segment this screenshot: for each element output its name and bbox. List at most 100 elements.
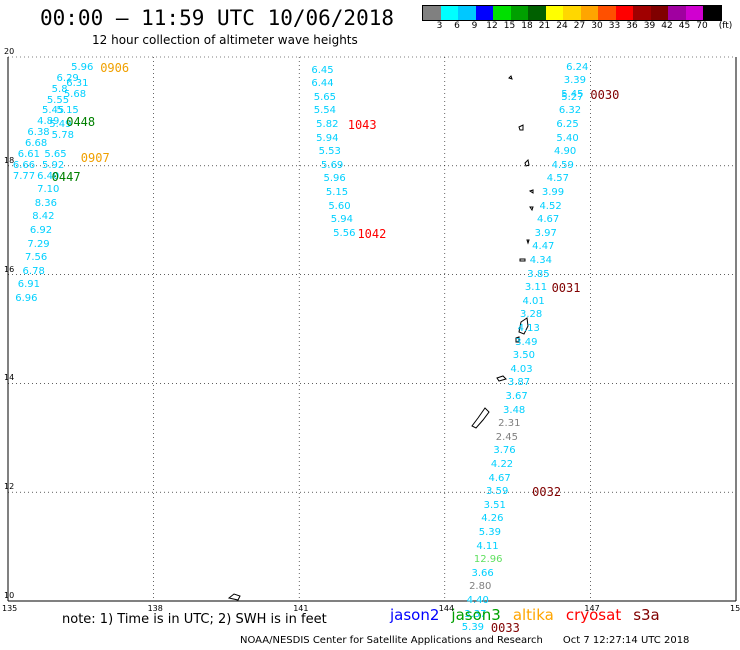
wave-height-value: 5.15 [325, 187, 349, 198]
legend-cryosat: cryosat [565, 606, 622, 624]
wave-height-value: 4.67 [537, 214, 560, 226]
scale-label: 6 [454, 21, 460, 31]
wave-height-value: 3.85 [527, 268, 550, 280]
lon-tick-label: 141 [293, 604, 309, 613]
wave-height-value: 8.42 [32, 211, 55, 223]
pass-time-label: 1042 [357, 226, 387, 241]
saipan-outline [518, 317, 529, 335]
legend-s3a: s3a [633, 606, 660, 624]
map-frame [7, 57, 737, 602]
guam-outline [471, 407, 490, 429]
wave-height-value: 5.68 [63, 89, 87, 101]
wave-height-value: 3.87 [507, 377, 531, 389]
wave-height-value: 4.89 [37, 116, 60, 128]
lon-tick-label: 147 [584, 604, 600, 613]
scale-swatch [633, 6, 651, 20]
credit-timestamp: Oct 7 12:27:14 UTC 2018 [562, 635, 690, 646]
scale-swatch [423, 6, 441, 20]
scale-swatch [493, 6, 511, 20]
scale-swatch [458, 6, 476, 20]
wave-height-value: 3.50 [512, 350, 535, 362]
scale-label: 45 [678, 21, 691, 31]
wave-height-value: 5.69 [321, 159, 344, 171]
wave-height-value: 4.22 [490, 459, 514, 470]
wave-height-value: 4.11 [476, 540, 499, 552]
wave-height-value: 5.78 [51, 129, 74, 141]
wave-height-value: 6.25 [556, 119, 579, 130]
wave-height-value: 7.10 [37, 184, 60, 196]
wave-height-value: 5.49 [49, 119, 72, 130]
wave-height-value: 3.59 [486, 486, 509, 498]
pass-time-label: 0447 [51, 169, 81, 184]
wave-height-value: 4.57 [546, 173, 569, 185]
wave-height-value: 5.96 [323, 173, 346, 185]
credit-org: NOAA/NESDIS Center for Satellite Applica… [240, 635, 543, 646]
wave-height-value: 6.61 [17, 148, 40, 160]
wave-height-value: 3.51 [483, 499, 506, 511]
wave-height-value: 5.45 [561, 89, 584, 101]
credit-line: NOAA/NESDIS Center for Satellite Applica… [240, 635, 689, 646]
wave-height-value: 2.45 [495, 431, 519, 443]
lon-tick-label: 144 [438, 604, 455, 613]
wave-height-value: 5.54 [313, 105, 337, 117]
lat-tick-label: 18 [4, 155, 15, 165]
scale-label: 70 [696, 21, 708, 31]
scale-swatch [563, 6, 581, 20]
lon-tick-label: 150 [730, 604, 740, 613]
scale-swatch [528, 6, 546, 20]
wave-height-value: 4.01 [522, 295, 545, 307]
scale-label: 12 [486, 21, 498, 31]
scale-swatch [598, 6, 616, 20]
wave-height-value: 3.76 [493, 445, 516, 457]
scale-label: 42 [661, 21, 673, 31]
small-island-3 [529, 206, 534, 212]
scale-label: 39 [643, 21, 656, 31]
wave-height-value: 3.37 [464, 608, 487, 620]
wave-height-value: 4.52 [539, 200, 562, 212]
wave-height-value: 3.49 [515, 336, 538, 348]
legend-jason3: jason3 [451, 606, 501, 624]
scale-swatch [510, 6, 528, 20]
wave-height-color-scale [422, 5, 722, 21]
wave-height-value: 2.31 [498, 418, 521, 430]
scale-swatch [685, 6, 703, 20]
wave-height-value: 3.66 [471, 567, 494, 579]
pass-time-label: 0033 [490, 621, 520, 636]
wave-height-value: 5.65 [44, 148, 67, 160]
wave-height-value: 3.67 [505, 391, 528, 402]
wave-height-value: 5.92 [41, 159, 65, 171]
small-island-4 [526, 239, 530, 245]
satellite-legend: jason2 jason3 altika cryosat s3a [390, 606, 672, 624]
pagan-outline [524, 158, 530, 167]
wave-height-value: 4.59 [551, 159, 574, 171]
scale-label: 9 [471, 21, 478, 31]
wave-height-value: 6.44 [311, 78, 334, 90]
wave-height-value: 5.27 [561, 91, 584, 103]
wave-height-value: 12.96 [473, 554, 503, 566]
wave-height-value: 4.03 [510, 363, 533, 375]
scale-swatch [615, 6, 633, 20]
wave-height-value: 5.39 [461, 622, 485, 634]
scale-swatch [545, 6, 563, 20]
lat-lon-grid [7, 56, 737, 602]
wave-height-value: 6.91 [17, 279, 40, 291]
wave-height-value: 6.96 [15, 293, 38, 305]
small-island-5 [227, 593, 241, 601]
wave-height-value: 2.80 [469, 581, 492, 593]
scale-unit: (ft) [718, 21, 733, 31]
wave-height-value: 5.55 [46, 94, 70, 106]
tinian-outline [515, 336, 520, 343]
wave-height-value: 6.92 [29, 225, 53, 237]
scale-swatch [650, 6, 668, 20]
wave-height-value: 6.38 [27, 127, 50, 139]
scale-label: 15 [503, 21, 516, 31]
lat-tick-label: 16 [4, 264, 15, 274]
wave-height-value: 5.96 [71, 61, 94, 73]
pass-time-label: 0030 [590, 88, 620, 103]
scale-swatch [668, 6, 686, 20]
wave-height-value: 7.77 [12, 170, 36, 182]
wave-height-value: 6.68 [24, 138, 48, 150]
scale-swatch [703, 6, 721, 20]
wave-height-value: 6.78 [22, 265, 45, 277]
